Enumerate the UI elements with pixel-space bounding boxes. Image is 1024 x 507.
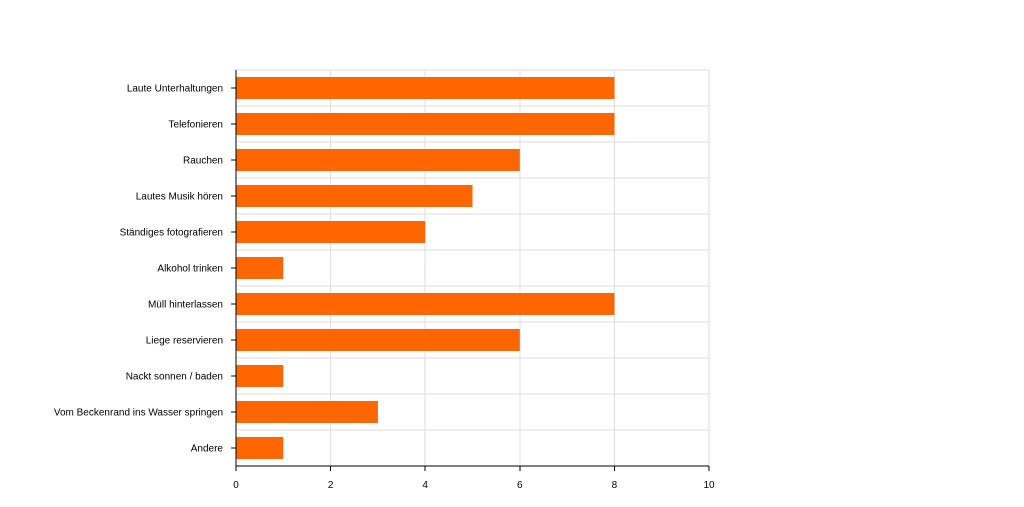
x-tick-label: 2: [328, 480, 334, 491]
x-tick-label: 4: [422, 480, 428, 491]
bar: [236, 77, 615, 99]
y-tick-label: Laute Unterhaltungen: [127, 84, 223, 95]
x-tick-label: 6: [517, 480, 523, 491]
bar: [236, 221, 426, 243]
y-tick-label: Müll hinterlassen: [148, 300, 223, 311]
bar: [236, 365, 284, 387]
bar: [236, 401, 378, 423]
x-tick-label: 10: [703, 480, 715, 491]
axis-layer: [231, 70, 710, 471]
y-tick-label: Vom Beckenrand ins Wasser springen: [54, 408, 223, 419]
y-tick-label: Alkohol trinken: [157, 264, 223, 275]
bar: [236, 149, 520, 171]
x-tick-label: 8: [612, 480, 618, 491]
bar: [236, 113, 615, 135]
y-tick-label: Telefonieren: [169, 120, 223, 131]
y-tick-label: Ständiges fotografieren: [120, 228, 223, 239]
y-tick-label: Liege reservieren: [146, 336, 223, 347]
bar: [236, 329, 520, 351]
bar: [236, 185, 473, 207]
bar-layer: [236, 77, 615, 459]
y-tick-label: Rauchen: [183, 156, 223, 167]
y-tick-label: Andere: [191, 444, 224, 455]
label-layer: Laute Unterhaltungen Telefonieren Rauchen L…: [54, 84, 715, 492]
bar: [236, 257, 284, 279]
bar: [236, 293, 615, 315]
y-tick-label: Lautes Musik hören: [136, 192, 223, 203]
y-tick-label: Nackt sonnen / baden: [126, 372, 223, 383]
bar: [236, 437, 284, 459]
x-tick-label: 0: [233, 480, 239, 491]
grid-layer: [236, 69, 710, 466]
